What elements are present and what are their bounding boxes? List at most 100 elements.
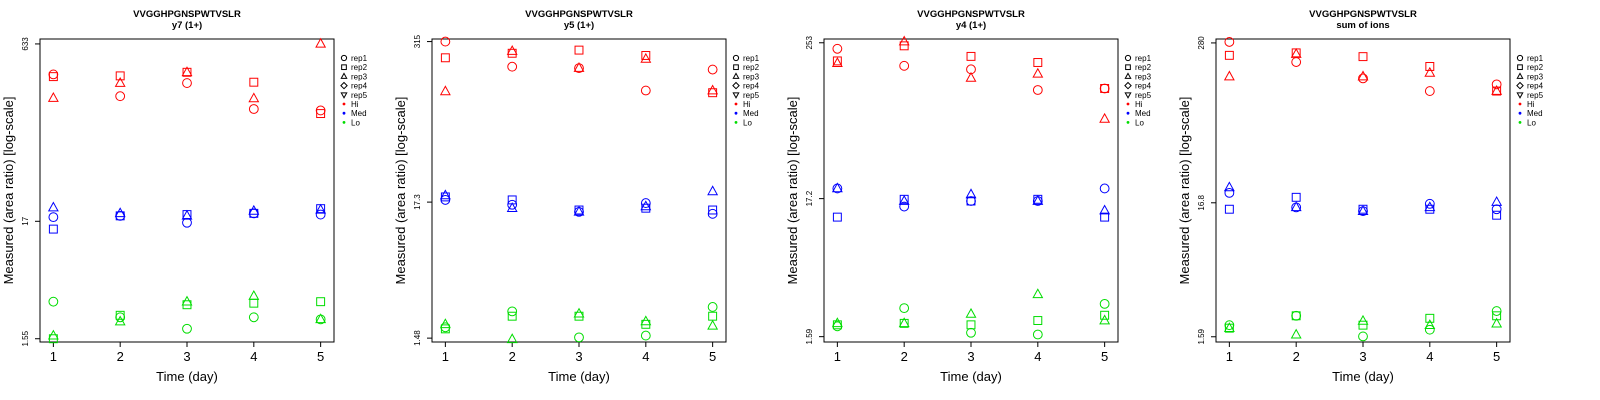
data-point-hi-rep2 (1291, 48, 1301, 58)
data-point-hi-rep2 (899, 41, 909, 51)
data-point-hi-rep2 (1492, 86, 1502, 96)
data-point-hi-rep3 (831, 57, 843, 67)
legend-label-med: Med (1527, 109, 1543, 118)
data-point-hi-rep1 (1291, 57, 1302, 67)
data-point-hi-rep1 (315, 105, 326, 116)
chart-title: VVGGHPGNSPWTVSLR (917, 9, 1025, 20)
data-point-hi-rep1 (48, 69, 59, 80)
data-point-lo-rep2 (1033, 316, 1043, 325)
legend-marker-lo (1518, 121, 1522, 124)
data-point-lo-rep3 (1032, 288, 1044, 299)
data-point-med-rep3 (1032, 194, 1044, 205)
y-tick-label: 280 (1197, 36, 1206, 50)
legend-label-rep1: rep1 (1527, 54, 1544, 63)
data-point-hi-rep1 (248, 104, 259, 114)
x-tick-label: 3 (1359, 349, 1366, 364)
legend-marker-med (1518, 111, 1522, 115)
data-point-med-rep2 (48, 224, 58, 234)
legend-label-hi: Hi (351, 100, 359, 109)
data-point-med-rep3 (248, 204, 260, 215)
data-point-med-rep3 (898, 194, 910, 205)
data-point-lo-rep3 (707, 319, 719, 330)
data-point-med-rep1 (1099, 183, 1110, 194)
data-point-med-rep3 (1424, 201, 1436, 212)
data-point-hi-rep3 (506, 45, 518, 55)
chart-subtitle: y4 (1+) (956, 20, 986, 31)
legend-marker-rep5 (1516, 92, 1524, 99)
data-point-med-rep3 (315, 203, 327, 214)
data-point-hi-rep3 (181, 66, 193, 77)
data-point-lo-rep3 (248, 289, 260, 300)
data-point-lo-rep3 (1491, 317, 1503, 328)
x-tick-label: 5 (1493, 349, 1500, 364)
data-point-hi-rep2 (1224, 50, 1234, 60)
legend-marker-rep1 (340, 54, 348, 62)
data-point-lo-rep1 (574, 332, 584, 343)
data-point-hi-rep3 (640, 52, 652, 63)
x-tick-label: 5 (709, 349, 716, 364)
legend-marker-rep3 (1516, 72, 1524, 79)
y-tick-label: 17 (21, 216, 30, 225)
legend-marker-rep4 (340, 81, 348, 90)
data-point-med-rep3 (831, 182, 843, 193)
data-point-lo-rep1 (640, 330, 651, 341)
data-point-lo-rep2 (899, 318, 909, 328)
legend-label-rep1: rep1 (351, 54, 368, 63)
chart-subtitle: sum of ions (1336, 20, 1389, 31)
x-tick-label: 1 (442, 349, 449, 364)
data-point-hi-rep3 (248, 92, 260, 103)
y-tick-label: 17.2 (805, 190, 814, 206)
plot-frame (1215, 38, 1511, 343)
data-point-lo-rep3 (640, 315, 652, 326)
y-tick-label: 1.48 (413, 330, 422, 346)
legend-marker-med (342, 111, 346, 115)
legend-label-rep5: rep5 (743, 91, 760, 100)
legend-marker-rep3 (340, 72, 348, 79)
data-point-hi-rep3 (47, 91, 59, 102)
y-axis-label: Measured (area ratio) [log-scale] (785, 97, 800, 285)
legend-marker-rep4 (1516, 81, 1524, 90)
x-tick-label: 1 (1226, 349, 1233, 364)
data-point-lo-rep1 (899, 303, 910, 314)
y-axis-label: Measured (area ratio) [log-scale] (1, 97, 16, 285)
data-point-hi-rep1 (832, 43, 843, 54)
data-point-med-rep2 (1100, 212, 1110, 222)
data-point-med-rep1 (1491, 204, 1502, 215)
legend-label-rep3: rep3 (743, 72, 760, 81)
x-tick-label: 4 (250, 349, 257, 364)
legend-marker-rep2 (1125, 64, 1131, 71)
data-point-med-rep3 (1290, 201, 1302, 212)
data-point-med-rep3 (506, 202, 518, 212)
data-point-med-rep2 (966, 196, 976, 206)
data-point-hi-rep1 (440, 36, 451, 47)
data-point-hi-rep2 (574, 45, 584, 55)
y-tick-label: 633 (21, 37, 30, 51)
data-point-med-rep1 (1224, 187, 1235, 198)
x-tick-label: 5 (317, 349, 324, 364)
data-point-lo-rep2 (115, 310, 125, 320)
data-point-lo-rep1 (1424, 324, 1435, 335)
y-tick-label: 17.3 (413, 194, 422, 210)
y-tick-label: 253 (805, 36, 814, 50)
data-point-lo-rep1 (1358, 331, 1368, 342)
legend-marker-rep2 (341, 64, 347, 71)
data-point-med-rep1 (115, 210, 126, 221)
data-point-hi-rep3 (573, 62, 585, 72)
legend-label-rep2: rep2 (1135, 63, 1152, 72)
data-point-med-rep1 (640, 198, 651, 208)
data-point-lo-rep2 (1425, 313, 1435, 323)
data-point-lo-rep1 (48, 296, 59, 307)
data-point-lo-rep3 (181, 295, 193, 306)
legend-marker-rep2 (733, 64, 739, 71)
data-point-hi-rep1 (1224, 37, 1235, 47)
data-point-hi-rep3 (1357, 70, 1369, 81)
x-tick-label: 1 (50, 349, 57, 364)
legend-marker-hi (1126, 102, 1130, 106)
data-point-med-rep1 (248, 208, 259, 219)
data-point-med-rep3 (47, 201, 59, 212)
data-point-hi-rep1 (1358, 73, 1368, 84)
data-point-med-rep1 (899, 201, 910, 212)
legend-label-rep1: rep1 (743, 54, 760, 63)
legend-marker-rep4 (732, 81, 740, 90)
